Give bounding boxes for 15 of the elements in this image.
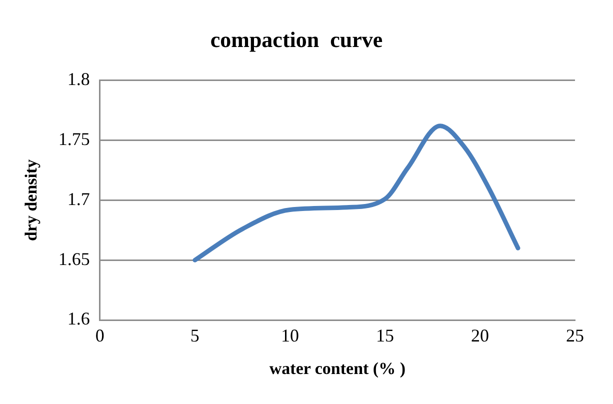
x-tick-label: 10 — [280, 326, 299, 346]
x-tick-label: 5 — [190, 326, 200, 346]
x-tick-label: 20 — [470, 326, 489, 346]
y-tick-label: 1.8 — [67, 69, 90, 90]
x-axis-title: water content (% ) — [269, 359, 406, 378]
y-tick-label: 1.75 — [58, 129, 90, 150]
y-tick-label: 1.65 — [58, 248, 90, 269]
chart-title: compaction curve — [210, 26, 383, 52]
y-tick-label: 1.6 — [67, 308, 90, 329]
line-series — [192, 124, 520, 262]
x-tick-label: 25 — [566, 326, 584, 346]
x-tick-label: 0 — [95, 326, 104, 346]
y-tick-label: 1.7 — [67, 188, 90, 209]
x-tick-label: 15 — [376, 326, 394, 346]
y-axis-title: dry density — [22, 158, 41, 242]
